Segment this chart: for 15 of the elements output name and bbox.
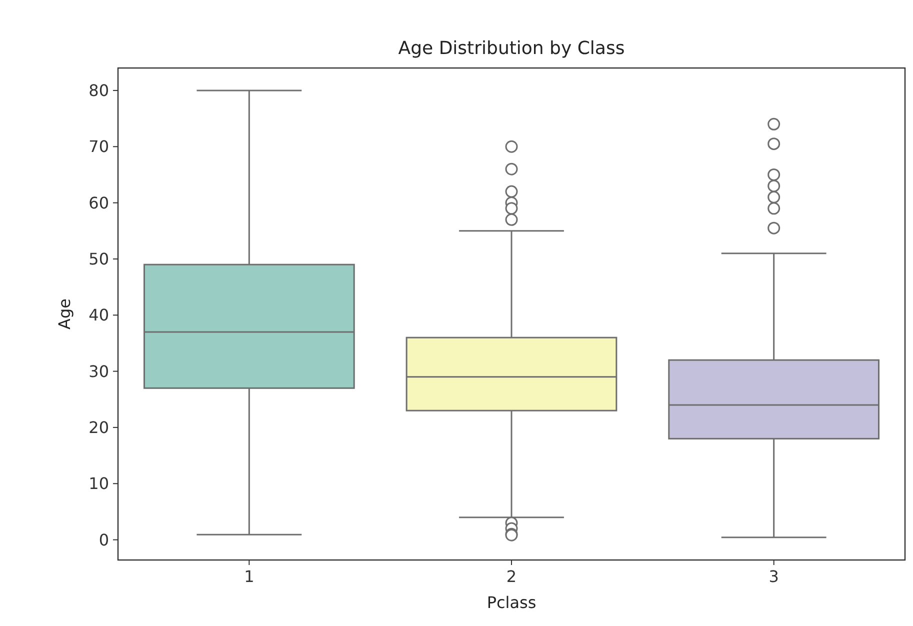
y-tick-label: 50 [88,250,109,269]
y-tick-label: 40 [88,306,109,325]
x-tick-label: 2 [506,567,517,586]
y-tick-label: 80 [88,81,109,100]
y-tick-label: 20 [88,418,109,438]
y-tick-label: 0 [98,530,109,550]
y-tick-label: 60 [88,193,109,212]
x-tick-label: 1 [244,567,254,586]
y-tick-label: 30 [88,362,109,381]
x-axis-title: Pclass [486,593,536,612]
chart-title: Age Distribution by Class [398,38,625,59]
x-tick-label: 3 [768,567,779,586]
y-axis-title: Age [55,298,74,330]
y-tick-label: 10 [88,474,109,494]
y-tick-label: 70 [88,137,109,156]
